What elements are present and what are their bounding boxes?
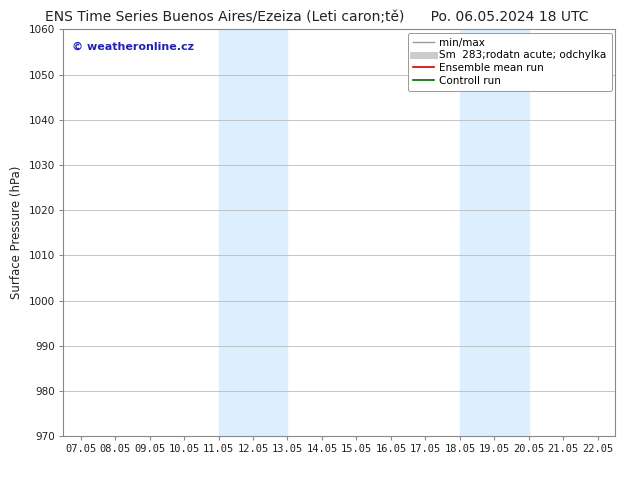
Bar: [219, 29, 287, 436]
Text: © weatheronline.cz: © weatheronline.cz: [72, 42, 193, 51]
Y-axis label: Surface Pressure (hPa): Surface Pressure (hPa): [10, 166, 23, 299]
Legend: min/max, Sm  283;rodatn acute; odchylka, Ensemble mean run, Controll run: min/max, Sm 283;rodatn acute; odchylka, …: [408, 32, 612, 91]
Bar: [460, 29, 529, 436]
Text: ENS Time Series Buenos Aires/Ezeiza (Leti caron;tě)      Po. 06.05.2024 18 UTC: ENS Time Series Buenos Aires/Ezeiza (Let…: [45, 10, 589, 24]
